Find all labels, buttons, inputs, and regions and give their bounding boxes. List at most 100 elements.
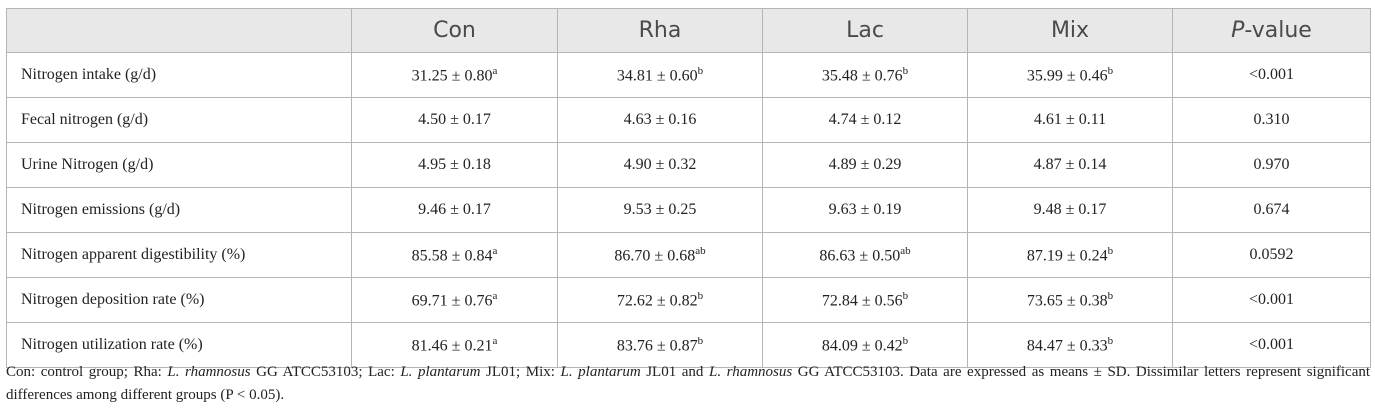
cell-value: 4.74 ± 0.12 bbox=[828, 111, 902, 128]
significance-letter: b bbox=[1107, 289, 1114, 302]
significance-letter: ab bbox=[695, 244, 706, 257]
cell-value: 35.99 ± 0.46 bbox=[1026, 67, 1108, 85]
value-cell: 86.63 ± 0.50ab bbox=[762, 232, 968, 278]
significance-letter: a bbox=[492, 334, 498, 347]
value-cell: 4.50 ± 0.17 bbox=[351, 97, 558, 143]
table-row: Nitrogen intake (g/d) 31.25 ± 0.80a 34.81 … bbox=[6, 52, 1371, 98]
table-row: Urine Nitrogen (g/d) 4.95 ± 0.18 4.90 ± 0.… bbox=[6, 142, 1371, 188]
value-cell: 81.46 ± 0.21a bbox=[351, 322, 558, 368]
value-cell: 85.58 ± 0.84a bbox=[351, 232, 558, 278]
value-cell: 4.74 ± 0.12 bbox=[762, 97, 968, 143]
cell-value: 9.53 ± 0.25 bbox=[623, 201, 697, 218]
header-cell: Mix bbox=[967, 8, 1173, 53]
data-table: Con Rha Lac Mix P-value Nitrogen intake (g/d… bbox=[6, 8, 1371, 368]
row-label: Nitrogen intake (g/d) bbox=[6, 52, 352, 98]
table-row: Nitrogen deposition rate (%) 69.71 ± 0.76… bbox=[6, 277, 1371, 323]
text-segment: JL01; Mix: bbox=[480, 364, 561, 380]
cell-value: 86.63 ± 0.50 bbox=[819, 247, 901, 265]
table-row: Fecal nitrogen (g/d) 4.50 ± 0.17 4.63 ± 0.… bbox=[6, 97, 1371, 143]
table-body: Nitrogen intake (g/d) 31.25 ± 0.80 a 34.81 … bbox=[6, 52, 1371, 368]
value-cell: 86.70 ± 0.68ab bbox=[557, 232, 763, 278]
cell-value: 4.95 ± 0.18 bbox=[418, 156, 491, 173]
value-cell: 9.48 ± 0.17 bbox=[967, 187, 1173, 233]
text-segment: L. plantarum bbox=[560, 364, 641, 380]
text-segment: JL01 and bbox=[640, 364, 709, 380]
significance-letter: ab bbox=[900, 244, 911, 257]
header-cell: P-value bbox=[1172, 8, 1371, 53]
value-cell: 9.53 ± 0.25 bbox=[557, 187, 763, 233]
significance-letter: b bbox=[902, 289, 909, 302]
row-label: Nitrogen apparent digestibility (%) bbox=[6, 232, 352, 278]
value-cell: 84.09 ± 0.42b bbox=[762, 322, 968, 368]
cell-value: 4.50 ± 0.17 bbox=[418, 111, 491, 128]
table-row: Nitrogen utilization rate (%) 81.46 ± 0.2… bbox=[6, 322, 1371, 368]
cell-value: 0.310 bbox=[1253, 111, 1290, 128]
value-cell: 4.87 ± 0.14 bbox=[967, 142, 1173, 188]
row-label: Nitrogen emissions (g/d) bbox=[6, 187, 352, 233]
cell-value: 34.81 ± 0.60 bbox=[616, 67, 698, 85]
text-segment: Con: control group; Rha: bbox=[6, 364, 168, 380]
significance-letter: b bbox=[697, 334, 704, 347]
cell-value: 84.09 ± 0.42 bbox=[821, 337, 903, 355]
value-cell: <0.001 bbox=[1172, 322, 1371, 368]
cell-value: <0.001 bbox=[1248, 66, 1295, 83]
significance-letter: b bbox=[902, 64, 909, 77]
cell-value: 35.48 ± 0.76 bbox=[821, 67, 903, 85]
cell-value: 0.0592 bbox=[1249, 246, 1294, 263]
cell-value: 81.46 ± 0.21 bbox=[411, 337, 493, 355]
cell-value: 4.87 ± 0.14 bbox=[1033, 156, 1107, 173]
text-segment: GG ATCC53103. Data are expressed as mean… bbox=[6, 364, 1371, 403]
significance-letter: b bbox=[1107, 244, 1114, 257]
significance-letter: b bbox=[902, 334, 909, 347]
table-wrap: Con Rha Lac Mix P-value Nitrogen intake (g/d… bbox=[6, 8, 1371, 368]
significance-letter: b bbox=[697, 64, 704, 77]
value-cell: 4.95 ± 0.18 bbox=[351, 142, 558, 188]
table-row: Nitrogen emissions (g/d) 9.46 ± 0.17 9.53 … bbox=[6, 187, 1371, 233]
cell-value: 86.70 ± 0.68 bbox=[614, 247, 696, 265]
header-cell: Con bbox=[351, 8, 558, 53]
cell-value: 0.970 bbox=[1253, 156, 1290, 173]
cell-value: 4.90 ± 0.32 bbox=[623, 156, 697, 173]
value-cell: 0.310 bbox=[1172, 97, 1371, 143]
value-cell: 35.48 ± 0.76b bbox=[762, 52, 968, 98]
cell-value: 0.674 bbox=[1253, 201, 1290, 218]
value-cell: 73.65 ± 0.38b bbox=[967, 277, 1173, 323]
text-segment: Lac bbox=[846, 18, 884, 43]
text-segment: P bbox=[1231, 18, 1245, 43]
value-cell: 4.63 ± 0.16 bbox=[557, 97, 763, 143]
value-cell: 87.19 ± 0.24b bbox=[967, 232, 1173, 278]
text-segment: Con bbox=[433, 18, 476, 43]
text-segment: L. rhamnosus bbox=[708, 364, 793, 380]
cell-value: 87.19 ± 0.24 bbox=[1026, 247, 1108, 265]
value-cell: 72.62 ± 0.82b bbox=[557, 277, 763, 323]
header-cell: Lac bbox=[762, 8, 968, 53]
significance-letter: b bbox=[697, 289, 704, 302]
row-label: Fecal nitrogen (g/d) bbox=[6, 97, 352, 143]
header-row: Con Rha Lac Mix P-value bbox=[6, 8, 1371, 53]
cell-value: 85.58 ± 0.84 bbox=[411, 247, 493, 265]
header-cell: Rha bbox=[557, 8, 763, 53]
value-cell: 34.81 ± 0.60b bbox=[557, 52, 763, 98]
significance-letter: a bbox=[492, 289, 498, 302]
cell-value: 31.25 ± 0.80 bbox=[411, 67, 493, 85]
cell-value: 9.48 ± 0.17 bbox=[1033, 201, 1107, 218]
footnote: Con: control group; Rha: L. rhamnosus GG… bbox=[6, 361, 1370, 407]
cell-value: 69.71 ± 0.76 bbox=[411, 292, 493, 310]
value-cell: 69.71 ± 0.76a bbox=[351, 277, 558, 323]
cell-value: 72.84 ± 0.56 bbox=[821, 292, 903, 310]
value-cell: 72.84 ± 0.56b bbox=[762, 277, 968, 323]
cell-value: 83.76 ± 0.87 bbox=[616, 337, 698, 355]
value-cell: <0.001 bbox=[1172, 52, 1371, 98]
significance-letter: a bbox=[492, 244, 498, 257]
value-cell: 0.970 bbox=[1172, 142, 1371, 188]
value-cell: <0.001 bbox=[1172, 277, 1371, 323]
value-cell: 4.89 ± 0.29 bbox=[762, 142, 968, 188]
significance-letter: b bbox=[1107, 64, 1114, 77]
cell-value: 9.46 ± 0.17 bbox=[418, 201, 491, 218]
text-segment: -value bbox=[1244, 18, 1312, 43]
value-cell: 0.0592 bbox=[1172, 232, 1371, 278]
cell-value: 72.62 ± 0.82 bbox=[616, 292, 698, 310]
cell-value: <0.001 bbox=[1248, 336, 1295, 353]
value-cell: 9.46 ± 0.17 bbox=[351, 187, 558, 233]
